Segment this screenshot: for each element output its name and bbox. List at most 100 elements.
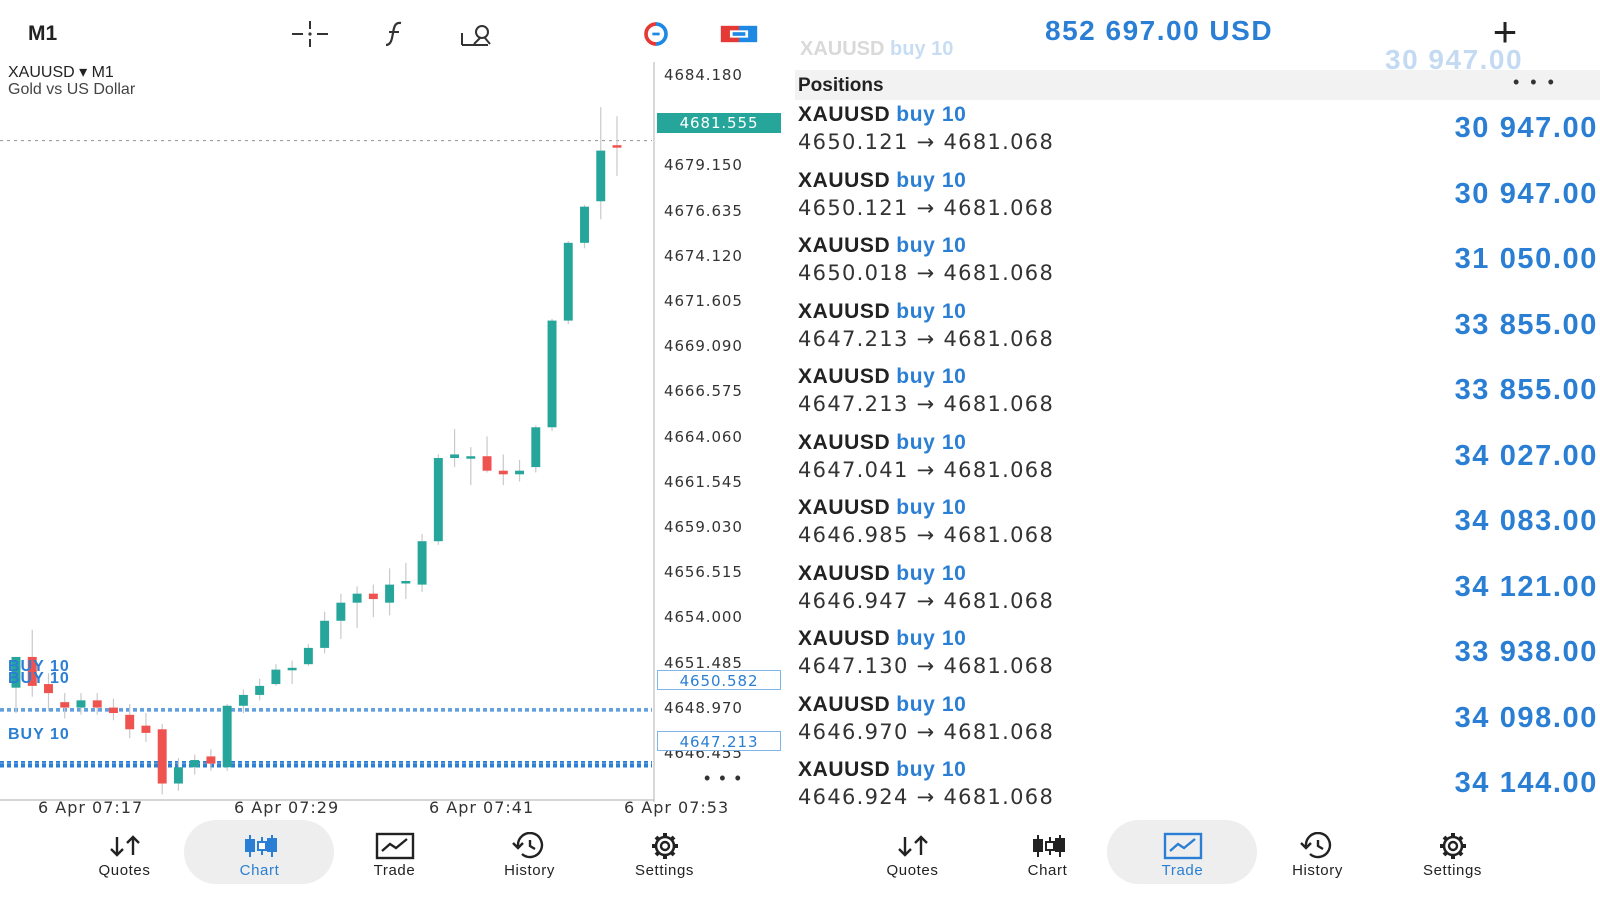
new-order-button[interactable]: + bbox=[1492, 8, 1518, 55]
candle bbox=[401, 562, 411, 600]
history-icon bbox=[1298, 832, 1338, 860]
price-axis-label: 4669.090 bbox=[664, 337, 743, 356]
position-row[interactable]: XAUUSD buy 10 4646.924 → 4681.068 34 144.00 bbox=[795, 755, 1600, 821]
position-prices: 4647.213 → 4681.068 bbox=[798, 392, 1054, 416]
candle bbox=[11, 656, 21, 714]
position-title: XAUUSD buy 10 bbox=[798, 496, 966, 520]
price-axis-label: 4674.120 bbox=[664, 246, 743, 265]
price-axis-label: 4671.605 bbox=[664, 292, 743, 310]
symbol-description: Gold vs US Dollar bbox=[8, 81, 136, 98]
position-marker[interactable]: BUY 10 bbox=[8, 726, 70, 743]
time-axis-label: 6 Apr 07:53 bbox=[624, 798, 730, 817]
position-symbol: XAUUSD bbox=[798, 234, 891, 257]
position-row[interactable]: XAUUSD buy 10 4646.970 → 4681.068 34 098.00 bbox=[795, 690, 1600, 756]
candle bbox=[320, 611, 330, 654]
current-price: 4681.068 bbox=[943, 588, 1055, 613]
position-title: XAUUSD buy 10 bbox=[798, 234, 966, 258]
nav-chart[interactable]: Chart bbox=[980, 818, 1115, 900]
symbol-name[interactable]: XAUUSD ▾ M1 bbox=[8, 64, 114, 81]
bull-candle-body bbox=[336, 602, 346, 621]
candle bbox=[27, 629, 37, 697]
candlestick-chart[interactable] bbox=[0, 62, 795, 818]
bull-candle-body bbox=[238, 694, 248, 706]
arrow-icon: → bbox=[916, 195, 936, 220]
position-row[interactable]: XAUUSD buy 10 4647.213 → 4681.068 33 855.00 bbox=[795, 297, 1600, 363]
position-prices: 4647.041 → 4681.068 bbox=[798, 458, 1054, 482]
current-price: 4681.068 bbox=[943, 130, 1055, 154]
position-prices: 4650.121 → 4681.068 bbox=[798, 196, 1054, 220]
one-click-trade-icon[interactable] bbox=[719, 18, 759, 50]
nav-history[interactable]: History bbox=[462, 818, 597, 900]
position-price-tag[interactable]: 4650.582 bbox=[657, 670, 781, 690]
bull-candle-body bbox=[515, 470, 525, 475]
trade-icon bbox=[1163, 832, 1203, 860]
ghost-profit: 30 947.00 bbox=[1385, 44, 1524, 75]
arrow-icon: → bbox=[916, 457, 936, 482]
position-profit: 34 144.00 bbox=[1454, 767, 1598, 799]
crosshair-icon[interactable] bbox=[290, 18, 330, 50]
candle bbox=[450, 429, 460, 468]
candle bbox=[336, 593, 346, 639]
position-row[interactable]: XAUUSD buy 10 4646.985 → 4681.068 34 083.00 bbox=[795, 493, 1600, 559]
position-symbol: XAUUSD bbox=[798, 168, 891, 192]
position-row[interactable]: XAUUSD buy 10 4646.947 → 4681.068 34 121.00 bbox=[795, 559, 1600, 625]
bull-candle-body bbox=[401, 580, 411, 584]
position-row[interactable]: XAUUSD buy 10 4647.041 → 4681.068 34 027.00 bbox=[795, 428, 1600, 494]
nav-label: Chart bbox=[239, 862, 280, 879]
bear-candle-body bbox=[157, 729, 167, 784]
current-price: 4681.068 bbox=[943, 523, 1055, 547]
bull-candle-body bbox=[76, 700, 86, 708]
nav-trade[interactable]: Trade bbox=[1107, 818, 1257, 900]
trade-toggle-icon[interactable] bbox=[636, 18, 676, 50]
bull-candle-body bbox=[385, 584, 395, 603]
symbol-info[interactable]: XAUUSD ▾ M1 Gold vs US Dollar bbox=[8, 64, 135, 98]
nav-trade[interactable]: Trade bbox=[327, 818, 462, 900]
candle bbox=[173, 758, 183, 791]
position-row[interactable]: XAUUSD buy 10 4650.018 → 4681.068 31 050.00 bbox=[795, 231, 1600, 297]
position-symbol: XAUUSD bbox=[798, 692, 891, 716]
arrow-icon: → bbox=[916, 654, 936, 678]
price-axis-label: 4666.575 bbox=[664, 382, 743, 401]
position-row[interactable]: XAUUSD buy 10 4647.213 → 4681.068 33 855.00 bbox=[795, 362, 1600, 428]
bull-candle-body bbox=[320, 620, 330, 648]
indicators-icon[interactable] bbox=[375, 18, 415, 50]
more-dots[interactable]: • • • bbox=[704, 768, 743, 788]
active-pill bbox=[1107, 820, 1257, 884]
settings-icon bbox=[1436, 832, 1470, 860]
position-marker[interactable]: BUY 10 bbox=[8, 658, 70, 675]
positions-menu-dots[interactable]: • • • bbox=[1513, 72, 1557, 92]
account-balance[interactable]: 852 697.00 USD bbox=[1045, 15, 1274, 46]
candle bbox=[466, 447, 476, 486]
price-axis-label: 4661.545 bbox=[664, 472, 743, 491]
timeframe-button[interactable]: M1 bbox=[28, 22, 58, 45]
nav-settings[interactable]: Settings bbox=[1385, 818, 1520, 900]
nav-settings[interactable]: Settings bbox=[597, 818, 732, 900]
nav-label: Trade bbox=[1161, 862, 1204, 879]
position-marker[interactable]: BUY 10 bbox=[8, 670, 70, 687]
bear-candle-body bbox=[612, 145, 622, 148]
position-row[interactable]: XAUUSD buy 10 4647.130 → 4681.068 33 938.00 bbox=[795, 624, 1600, 690]
nav-quotes[interactable]: Quotes bbox=[845, 818, 980, 900]
position-side: buy 10 bbox=[896, 365, 967, 388]
position-row[interactable]: XAUUSD buy 10 4650.121 → 4681.068 30 947.00 bbox=[795, 100, 1600, 166]
candle bbox=[141, 713, 151, 742]
position-symbol: XAUUSD bbox=[798, 561, 891, 585]
positions-header[interactable]: Positions • • • bbox=[795, 70, 1600, 100]
objects-icon[interactable] bbox=[458, 18, 498, 50]
nav-history[interactable]: History bbox=[1250, 818, 1385, 900]
current-price-tag: 4681.555 bbox=[657, 113, 781, 133]
current-price: 4681.068 bbox=[943, 195, 1055, 220]
nav-chart[interactable]: Chart bbox=[184, 818, 334, 900]
position-price-tag[interactable]: 4647.213 bbox=[657, 731, 781, 751]
candle bbox=[44, 673, 53, 712]
position-row[interactable]: XAUUSD buy 10 4650.121 → 4681.068 30 947.00 bbox=[795, 166, 1600, 232]
nav-label: Quotes bbox=[98, 862, 151, 879]
current-price: 4681.068 bbox=[943, 392, 1055, 416]
position-side: buy 10 bbox=[896, 627, 967, 650]
nav-quotes[interactable]: Quotes bbox=[57, 818, 192, 900]
position-side: buy 10 bbox=[896, 496, 967, 519]
bear-candle-body bbox=[482, 456, 492, 471]
position-title: XAUUSD buy 10 bbox=[798, 365, 966, 389]
arrow-icon: → bbox=[916, 130, 936, 154]
candle bbox=[498, 454, 508, 486]
